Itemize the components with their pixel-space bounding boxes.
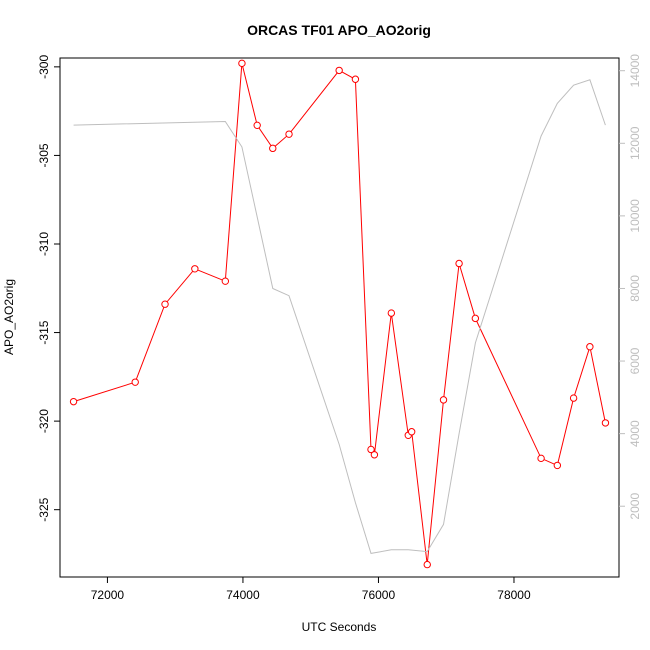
y-tick-label: -315 [37, 320, 51, 344]
data-point [191, 265, 199, 273]
x-tick-label: 74000 [226, 588, 260, 602]
y2-tick-label: 10000 [628, 199, 642, 233]
data-point [586, 343, 594, 351]
y-tick-label: -310 [37, 232, 51, 256]
data-point [351, 75, 360, 83]
data-point [221, 277, 230, 285]
data-point [439, 396, 448, 404]
data-point [238, 59, 246, 68]
y-axis-label: APO_AO2orig [2, 279, 16, 355]
data-point [537, 454, 545, 463]
data-point [269, 144, 277, 153]
y-tick-label: -325 [37, 497, 51, 521]
data-point [407, 428, 416, 436]
y2-tick-label: 8000 [628, 275, 642, 302]
y2-tick-label: 2000 [628, 493, 642, 520]
data-point [161, 300, 169, 308]
y2-tick-label: 6000 [628, 347, 642, 374]
x-tick-label: 76000 [362, 588, 396, 602]
y2-axis: 2000 4000 6000 8000 10000 12000 14000 [619, 54, 642, 520]
data-point [131, 378, 139, 386]
data-point [69, 397, 78, 406]
secondary-series-line [73, 79, 606, 554]
x-axis-label: UTC Seconds [302, 620, 377, 634]
data-point [285, 130, 293, 138]
y-tick-label: -305 [37, 143, 51, 167]
data-point [569, 394, 578, 402]
y-tick-label: -300 [37, 55, 51, 79]
x-axis: 72000 74000 76000 78000 [91, 577, 531, 602]
x-tick-label: 72000 [91, 588, 125, 602]
data-point [455, 259, 463, 268]
x-tick-label: 78000 [497, 588, 531, 602]
data-point [471, 314, 480, 323]
data-point [335, 66, 343, 75]
data-point [370, 451, 379, 459]
y-tick-label: -320 [37, 409, 51, 433]
data-point [601, 419, 610, 427]
series-layer [69, 59, 610, 569]
y2-tick-label: 14000 [628, 54, 642, 88]
y2-tick-label: 12000 [628, 126, 642, 160]
plot-frame [59, 57, 620, 578]
y2-tick-label: 4000 [628, 420, 642, 447]
data-point [553, 461, 562, 470]
chart-title: ORCAS TF01 APO_AO2orig [247, 22, 431, 38]
data-point [423, 560, 431, 569]
data-point [253, 121, 261, 130]
data-point [367, 445, 375, 454]
y-axis: -300 -305 -310 -315 -320 -325 [37, 55, 60, 522]
data-point [387, 309, 396, 317]
